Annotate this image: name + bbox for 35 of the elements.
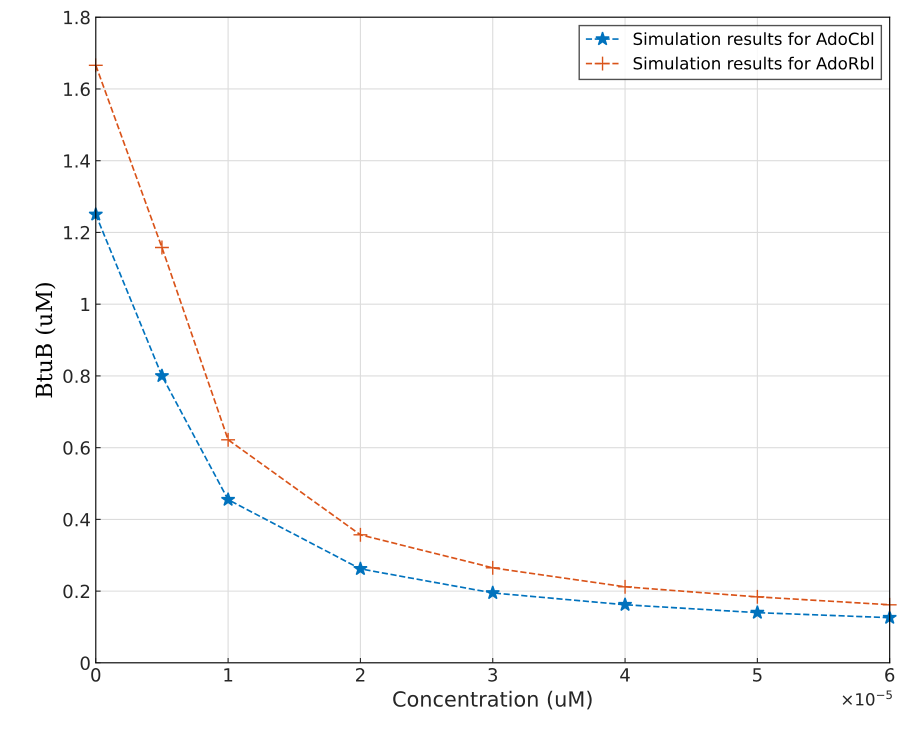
legend-label: Simulation results for AdoCbl (634, 32, 874, 46)
x-tick-label: 1 (224, 668, 232, 682)
y-tick-label: 0.4 (63, 512, 90, 527)
y-tick-label: 1.4 (64, 154, 90, 168)
point (882, 597, 898, 612)
point (617, 579, 633, 594)
x-tick-label: 3 (488, 668, 498, 682)
y-tick-label: 1.6 (64, 82, 90, 96)
point (750, 605, 765, 619)
x-tick-label: 6 (885, 668, 894, 682)
y-tick-label: 1 (81, 298, 90, 312)
point (485, 585, 500, 600)
legend-label: Simulation results for AdoRbl (634, 56, 874, 70)
point (618, 597, 632, 612)
y-tick-label: 1.2 (64, 226, 90, 240)
y-axis-title: BtuB (uM) (35, 283, 56, 398)
point (220, 432, 236, 448)
x-tick-label: 2 (356, 668, 364, 682)
x-tick-label: 5 (753, 668, 762, 682)
y-tick-label: 0.6 (63, 441, 90, 455)
point (352, 527, 368, 542)
text: ×10$^{−5}$ (842, 690, 892, 706)
point (220, 492, 236, 506)
point (154, 240, 170, 256)
x-axis-title: Concentration (uM) (393, 690, 592, 710)
point (353, 561, 368, 576)
x-tick-label: 0 (91, 668, 100, 682)
point (750, 589, 766, 605)
y-tick-label: 0.8 (63, 369, 90, 384)
point (485, 560, 500, 576)
point (154, 368, 170, 382)
y-tick-label: 0.2 (63, 584, 90, 598)
y-tick-label: 1.8 (64, 10, 90, 24)
y-tick-label: 0 (80, 656, 90, 670)
x-tick-label: 4 (620, 668, 630, 682)
